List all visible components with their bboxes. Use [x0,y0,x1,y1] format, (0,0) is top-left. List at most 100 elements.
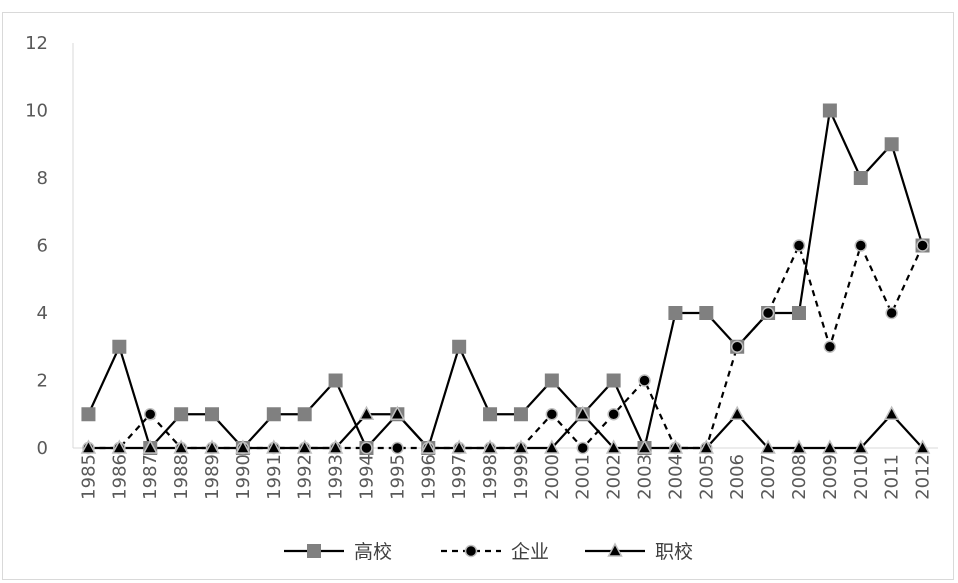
x-tick-label: 2005 [696,454,717,500]
data-point-3 [327,439,344,454]
data-point-3 [729,405,745,420]
data-point-1 [822,103,837,118]
data-point-1 [452,339,467,354]
data-point-3 [544,439,560,454]
legend-label-1: 高校 [354,541,392,563]
data-point-2 [391,441,404,455]
x-tick-label: 1993 [326,454,347,500]
data-point-2 [730,340,744,353]
legend-label-2: 企业 [511,541,549,563]
data-point-1 [606,373,621,388]
legend-marker-2 [464,544,478,558]
data-point-3 [80,439,97,454]
series-line-1 [87,106,924,452]
x-tick-label: 2010 [851,454,872,500]
data-point-2 [854,239,868,252]
data-point-3 [266,439,282,454]
data-point-1 [297,407,312,422]
legend-marker-3 [607,542,623,557]
data-point-1 [699,306,714,320]
x-tick-label: 2001 [573,454,594,500]
data-point-2 [761,306,775,320]
x-tick-label: 2004 [665,454,686,500]
data-point-2 [916,239,929,252]
x-tick-label: 1997 [449,454,470,500]
data-point-1 [544,373,559,388]
x-tick-label: 1999 [511,454,532,500]
legend-label-3: 职校 [655,541,693,563]
data-point-3 [358,405,375,420]
data-point-3 [883,405,900,420]
y-tick-label: 10 [25,101,48,122]
x-tick-label: 1988 [171,454,192,500]
x-tick-label: 1985 [78,454,99,500]
x-tick-label: 2011 [882,454,903,500]
data-point-1 [81,407,96,422]
data-point-3 [698,439,715,454]
data-point-3 [204,439,220,454]
data-point-3 [420,439,437,454]
data-point-2 [792,239,806,252]
data-point-2 [576,441,589,455]
data-point-3 [482,439,498,454]
data-point-1 [791,306,806,320]
data-point-2 [638,374,651,387]
data-point-1 [668,306,683,320]
data-point-3 [760,439,776,454]
data-point-2 [360,441,373,455]
x-tick-label: 2000 [542,454,563,500]
x-tick-label: 1989 [202,454,223,500]
data-point-3 [111,439,128,454]
x-tick-label: 2012 [913,454,934,500]
data-point-3 [636,439,653,454]
y-tick-label: 4 [37,303,48,324]
data-point-3 [235,439,251,454]
x-tick-label: 2009 [820,454,841,500]
y-tick-label: 0 [37,438,48,459]
x-tick-label: 1990 [233,454,254,500]
y-tick-label: 8 [37,168,48,189]
x-tick-label: 1998 [480,454,501,500]
data-point-3 [853,439,869,454]
data-point-3 [451,439,467,454]
series-line-3 [88,412,924,450]
data-point-1 [112,339,127,354]
data-point-2 [885,306,898,320]
x-tick-label: 2006 [727,454,748,500]
x-tick-label: 2002 [604,454,625,500]
data-point-3 [513,439,529,454]
x-tick-label: 1987 [140,454,161,500]
data-point-3 [791,439,807,454]
data-point-1 [483,407,498,422]
data-point-3 [173,439,189,454]
data-point-2 [545,408,559,421]
data-point-1 [266,407,281,422]
y-tick-label: 6 [37,236,48,257]
legend-marker-1 [307,544,321,558]
x-tick-label: 2007 [758,454,779,500]
data-point-1 [328,373,343,388]
data-point-2 [143,408,157,421]
x-tick-label: 2008 [789,454,810,500]
x-tick-label: 2003 [635,454,656,500]
data-point-3 [296,439,313,454]
chart-frame [2,12,954,580]
data-point-3 [142,439,158,454]
data-point-3 [667,439,684,454]
data-point-1 [853,171,868,185]
y-tick-label: 12 [25,33,48,54]
data-point-1 [513,407,528,422]
x-tick-label: 1992 [295,454,316,500]
data-point-1 [174,407,189,422]
x-tick-label: 1986 [109,454,130,500]
x-tick-label: 1991 [264,454,285,500]
x-tick-label: 1995 [387,454,408,500]
data-point-3 [574,405,591,420]
data-point-1 [205,407,220,422]
data-point-2 [823,340,837,353]
data-point-3 [822,439,838,454]
data-point-1 [884,137,899,152]
x-tick-label: 1994 [356,454,377,500]
data-point-3 [914,439,931,454]
